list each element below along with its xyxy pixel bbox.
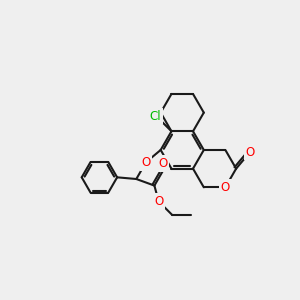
Text: O: O (141, 156, 151, 169)
Text: O: O (158, 157, 167, 170)
Text: O: O (154, 195, 163, 208)
Text: Cl: Cl (150, 110, 161, 123)
Text: O: O (245, 146, 255, 159)
Text: O: O (221, 181, 230, 194)
